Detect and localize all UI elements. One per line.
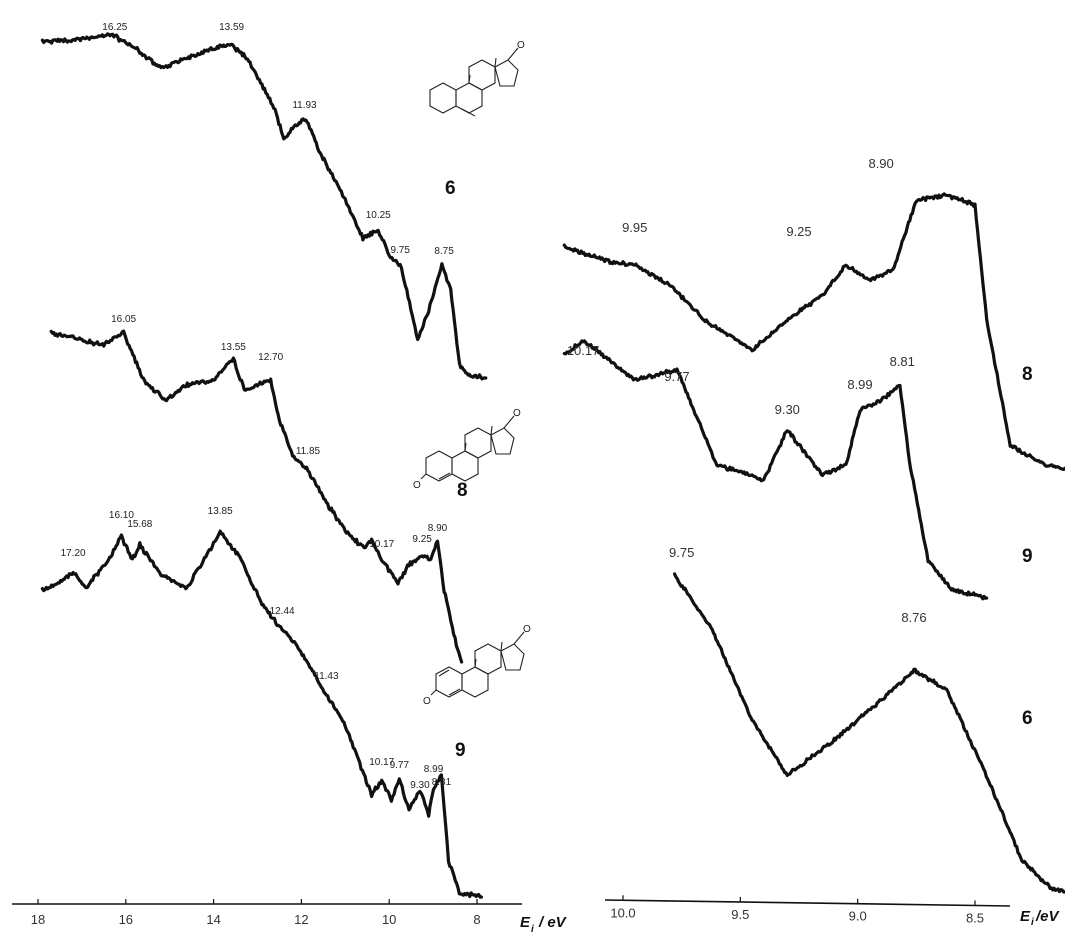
compound-labels: 6 8 9 8 9 6	[445, 178, 1033, 761]
structure-6-ketone-o: O	[517, 40, 525, 51]
structure-8: O O	[413, 408, 521, 491]
right-peak-label-8: 8.90	[868, 156, 893, 171]
left-peak-label-6: 9.75	[390, 245, 410, 256]
right-x-ticks: 10.0 9.5 9.0 8.5	[610, 895, 984, 925]
left-x-tick-label: 12	[294, 912, 308, 927]
right-peak-label-9: 10.17	[567, 343, 600, 358]
right-panel: 10.0 9.5 9.0 8.5 9.95 9.25 8.90 10.17 9.77 9.30 8…	[564, 156, 1065, 928]
left-x-axis-label-sub: i	[531, 924, 534, 935]
left-peak-label-6: 16.25	[102, 22, 127, 33]
left-x-tick-label: 8	[473, 912, 480, 927]
right-x-axis-label: E i /eV	[1020, 908, 1061, 928]
left-x-tick-label: 16	[119, 912, 133, 927]
left-peak-label-6: 11.93	[292, 100, 317, 111]
right-trace-8	[564, 194, 1065, 471]
left-x-axis-label-unit: / eV	[538, 914, 568, 931]
left-traces	[42, 34, 485, 897]
structure-9-enone-o: O	[423, 696, 431, 707]
right-traces	[564, 194, 1065, 893]
left-x-tick-label: 14	[206, 912, 220, 927]
right-x-tick-label: 8.5	[966, 910, 984, 925]
left-peak-label-9: 8.99	[424, 764, 444, 775]
right-peak-label-6: 9.75	[669, 545, 694, 560]
left-peak-label-9: 12.44	[270, 606, 295, 617]
left-x-axis-label-main: E	[520, 914, 531, 931]
left-peak-label-8: 13.55	[221, 342, 246, 353]
right-peak-label-9: 8.99	[847, 377, 872, 392]
left-peak-label-6: 13.59	[219, 22, 244, 33]
right-peak-label-9: 8.81	[890, 354, 915, 369]
left-peak-label-9: 13.85	[208, 506, 233, 517]
left-peak-label-8: 11.85	[296, 446, 321, 457]
right-x-axis-label-sub: i	[1031, 917, 1034, 928]
right-series-9-id: 9	[1022, 546, 1033, 567]
left-peak-label-8: 8.90	[428, 523, 448, 534]
structure-6-id: 6	[445, 178, 456, 199]
right-peak-label-8: 9.25	[786, 224, 811, 239]
left-peak-label-8: 12.70	[258, 352, 283, 363]
left-panel: 18 16 14 12 10 8 16.25 13.59 11.93 10.25 9.75 8.75…	[12, 22, 568, 935]
structure-9-ketone-o: O	[523, 624, 531, 635]
left-peak-label-9: 11.43	[314, 671, 339, 682]
right-series-6-id: 6	[1022, 708, 1033, 729]
right-x-tick-label: 10.0	[610, 905, 635, 920]
right-peak-label-9: 9.77	[664, 369, 689, 384]
structure-8-ketone-o: O	[513, 408, 521, 419]
left-x-axis-label: E i / eV	[520, 914, 568, 935]
structure-8-id: 8	[457, 480, 468, 501]
right-x-tick-label: 9.0	[849, 909, 867, 924]
left-peak-labels: 16.25 13.59 11.93 10.25 9.75 8.75 16.05 13.55 12…	[61, 22, 455, 791]
right-trace-6	[675, 574, 1065, 893]
left-trace-8	[51, 331, 461, 662]
right-x-axis	[605, 900, 1010, 906]
left-peak-label-6: 10.25	[366, 210, 391, 221]
left-x-tick-label: 18	[31, 912, 45, 927]
right-x-axis-label-main: E	[1020, 908, 1031, 925]
left-peak-label-9: 17.20	[61, 548, 86, 559]
right-series-8-id: 8	[1022, 364, 1033, 385]
structure-9-id: 9	[455, 740, 466, 761]
structure-6: O	[430, 40, 525, 116]
left-trace-6	[42, 34, 485, 379]
right-trace-9	[564, 341, 986, 599]
right-peak-label-6: 8.76	[901, 610, 926, 625]
structure-9: O O	[423, 624, 531, 707]
left-trace-9	[42, 531, 481, 897]
left-x-tick-label: 10	[382, 912, 396, 927]
left-peak-label-9: 15.68	[127, 519, 152, 530]
left-peak-label-9: 9.77	[390, 760, 410, 771]
right-peak-label-9: 9.30	[775, 402, 800, 417]
right-x-axis-label-unit: /eV	[1035, 908, 1061, 925]
left-peak-label-9: 8.81	[432, 777, 452, 788]
structure-8-enone-o: O	[413, 480, 421, 491]
left-peak-label-8: 16.05	[111, 314, 136, 325]
right-x-tick-label: 9.5	[731, 907, 749, 922]
left-peak-label-6: 8.75	[434, 246, 454, 257]
right-peak-labels: 9.95 9.25 8.90 10.17 9.77 9.30 8.99 8.81 9.75 8.7…	[567, 156, 927, 625]
left-peak-label-8: 10.17	[369, 539, 394, 550]
right-peak-label-8: 9.95	[622, 220, 647, 235]
left-peak-label-8: 9.25	[412, 534, 432, 545]
left-peak-label-9: 9.30	[410, 780, 430, 791]
